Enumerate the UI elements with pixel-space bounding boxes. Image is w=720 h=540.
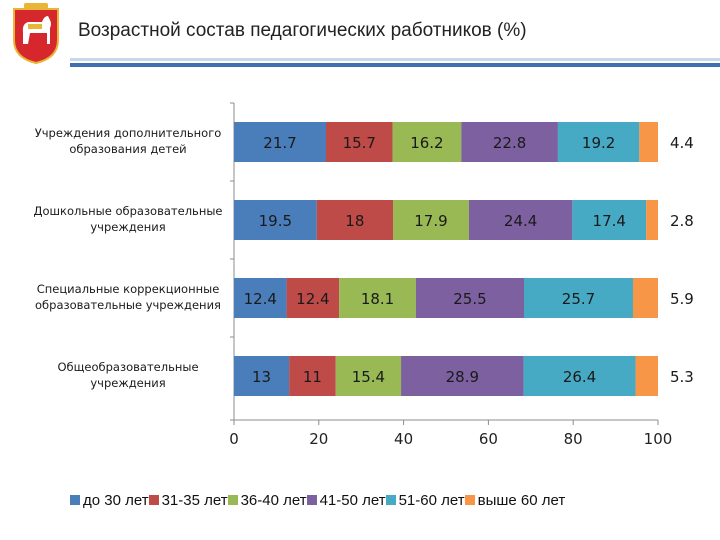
x-tick-label: 100 (644, 430, 673, 448)
category-label: Специальные коррекционные образовательны… (35, 282, 221, 312)
legend-item: 31-35 лет (148, 491, 228, 509)
data-label: 26.4 (563, 368, 596, 386)
data-label: 21.7 (263, 134, 296, 152)
bar-segment (523, 356, 636, 396)
data-label: 17.4 (593, 212, 626, 230)
data-label: 17.9 (414, 212, 447, 230)
data-label: 12.4 (296, 290, 329, 308)
data-label: 15.7 (343, 134, 376, 152)
data-label: 25.7 (562, 290, 595, 308)
bar-segment (461, 122, 558, 162)
bar-segment (234, 200, 317, 240)
bar-segment (289, 356, 336, 396)
legend-label: выше 60 лет (477, 491, 566, 509)
bar-segment (316, 200, 393, 240)
data-label: 24.4 (504, 212, 537, 230)
data-label: 25.5 (453, 290, 486, 308)
legend-swatch (148, 495, 159, 505)
data-label: 18 (345, 212, 364, 230)
legend-swatch (227, 495, 238, 505)
bar-segment (339, 278, 416, 318)
legend-swatch (464, 495, 475, 505)
data-label: 19.5 (259, 212, 292, 230)
legend-label: 41-50 лет (319, 491, 386, 509)
data-label: 22.8 (493, 134, 526, 152)
bar-segment (234, 278, 287, 318)
bar-segment (234, 122, 327, 162)
bar-segment (286, 278, 340, 318)
x-tick-label: 40 (394, 430, 413, 448)
legend-item: 36-40 лет (227, 491, 307, 509)
data-label: 19.2 (582, 134, 615, 152)
data-label: 5.3 (670, 368, 694, 386)
bar-segment (646, 200, 658, 240)
chart-legend: до 30 лет 31-35 лет 36-40 лет 41-50 лет 51-6… (70, 490, 565, 510)
data-label: 28.9 (446, 368, 479, 386)
legend-item: до 30 лет (70, 492, 149, 509)
legend-label: 36-40 лет (240, 491, 307, 509)
bar-segment (401, 356, 524, 396)
regional-emblem-icon (13, 3, 59, 64)
bar-segment (557, 122, 640, 162)
header-rule-light (70, 58, 720, 61)
legend-swatch (385, 495, 396, 505)
bar-segment (415, 278, 525, 318)
data-label: 4.4 (670, 134, 694, 152)
legend-item: 41-50 лет (306, 491, 386, 509)
legend-item: 51-60 лет (385, 491, 465, 509)
data-label: 2.8 (670, 212, 694, 230)
bar-segment (326, 122, 393, 162)
slide-header: Возрастной состав педагогических работни… (0, 0, 720, 70)
legend-item: выше 60 лет (464, 491, 566, 509)
bar-segment (234, 356, 290, 396)
legend-swatch (306, 495, 317, 505)
data-label: 18.1 (361, 290, 394, 308)
bar-segment (335, 356, 402, 396)
legend-label: до 30 лет (83, 491, 149, 509)
bar-segment (632, 278, 658, 318)
x-tick-label: 0 (229, 430, 239, 448)
bar-segment (392, 122, 462, 162)
data-label: 12.4 (244, 290, 277, 308)
data-label: 5.9 (670, 290, 694, 308)
bar-segment (524, 278, 633, 318)
category-label: Дошкольные образовательные учреждения (33, 204, 223, 234)
bar-segment (468, 200, 573, 240)
header-rule-accent (70, 63, 720, 67)
data-label: 13 (252, 368, 271, 386)
x-tick-label: 60 (479, 430, 498, 448)
data-label: 16.2 (410, 134, 443, 152)
x-tick-label: 80 (564, 430, 583, 448)
data-label: 11 (303, 368, 322, 386)
bar-segment (635, 356, 658, 396)
bar-segment (572, 200, 647, 240)
legend-label: 31-35 лет (161, 491, 228, 509)
category-label: Учреждения дополнительного образования д… (34, 126, 222, 156)
bar-segment (393, 200, 469, 240)
category-label: Общеобразовательные учреждения (57, 360, 199, 390)
x-tick-label: 20 (309, 430, 328, 448)
legend-swatch (70, 495, 80, 505)
bar-segment (639, 122, 658, 162)
page-title: Возрастной состав педагогических работни… (78, 20, 527, 41)
data-label: 15.4 (352, 368, 385, 386)
legend-label: 51-60 лет (398, 491, 465, 509)
